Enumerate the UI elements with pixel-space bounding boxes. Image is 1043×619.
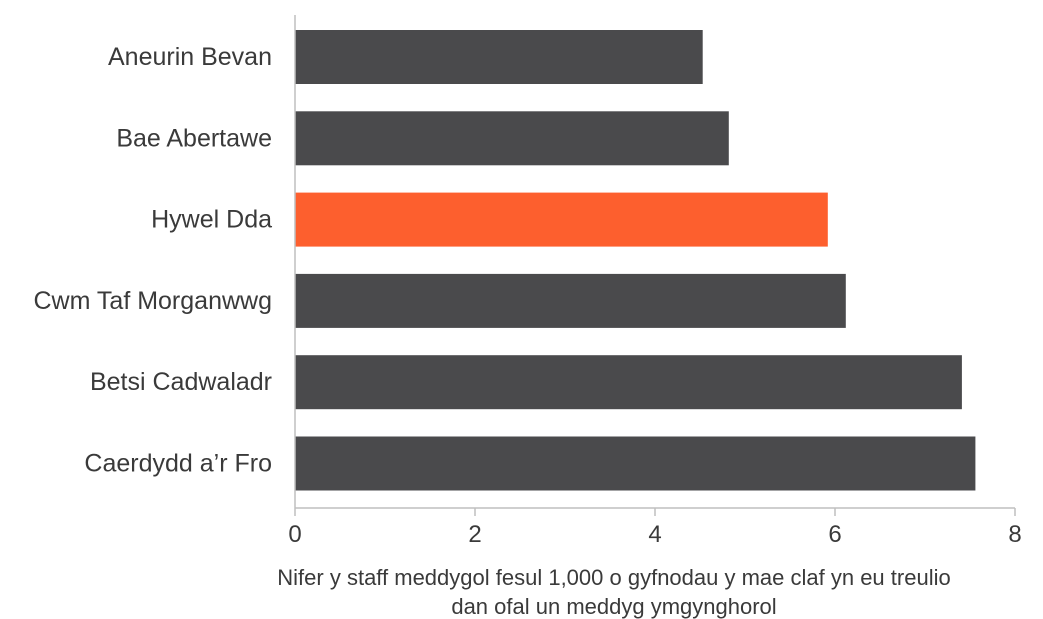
x-tick-label-3: 6 (828, 521, 841, 548)
x-tick-label-4: 8 (1008, 521, 1021, 548)
bars-group (295, 30, 976, 491)
category-label-1: Bae Abertawe (116, 124, 272, 152)
category-label-5: Caerdydd a’r Fro (84, 450, 272, 478)
bar-0 (295, 30, 703, 84)
x-tick-label-2: 4 (648, 521, 661, 548)
category-label-2: Hywel Dda (151, 206, 272, 234)
bar-2 (295, 192, 828, 247)
bar-1 (295, 111, 729, 166)
category-labels: Aneurin Bevan Bae Abertawe Hywel Dda Cwm Ta… (33, 43, 272, 478)
bar-5 (295, 436, 976, 491)
x-ticks: 0 2 4 6 8 (288, 508, 1022, 548)
category-label-3: Cwm Taf Morganwwg (33, 287, 272, 315)
bar-3 (295, 273, 846, 328)
x-axis-title-line-1: Nifer y staff meddygol fesul 1,000 o gyf… (277, 565, 950, 590)
x-axis-title-line-2: dan ofal un meddyg ymgynghorol (451, 594, 776, 619)
category-label-0: Aneurin Bevan (108, 43, 272, 71)
x-tick-label-1: 2 (468, 521, 481, 548)
bar-4 (295, 355, 962, 410)
x-tick-label-0: 0 (288, 521, 301, 548)
category-label-4: Betsi Cadwaladr (90, 368, 272, 396)
